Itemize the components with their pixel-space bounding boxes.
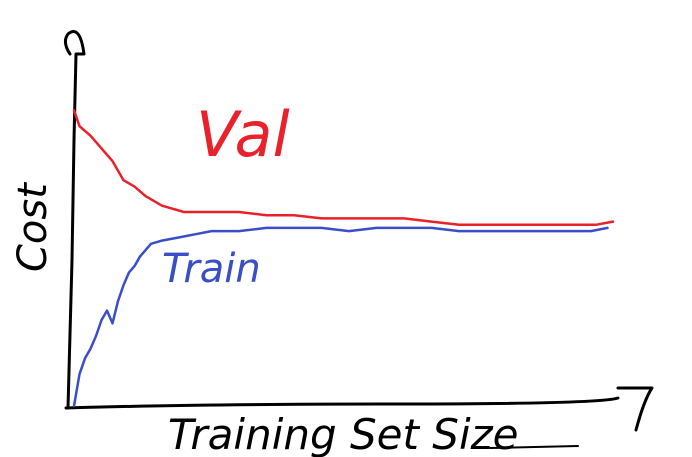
series-layer: [72, 109, 615, 408]
x-axis-label-underline: [489, 445, 579, 449]
series-line-train: [72, 226, 609, 408]
y-axis: [63, 30, 86, 410]
series-label-val: Val: [196, 98, 290, 171]
x-axis-arrow: [616, 386, 654, 432]
x-axis-label: Training Set Size: [168, 410, 519, 457]
y-axis-label: Cost: [10, 182, 56, 272]
series-line-val: [72, 109, 615, 226]
x-axis: [64, 396, 620, 410]
series-label-train: Train: [162, 246, 261, 292]
